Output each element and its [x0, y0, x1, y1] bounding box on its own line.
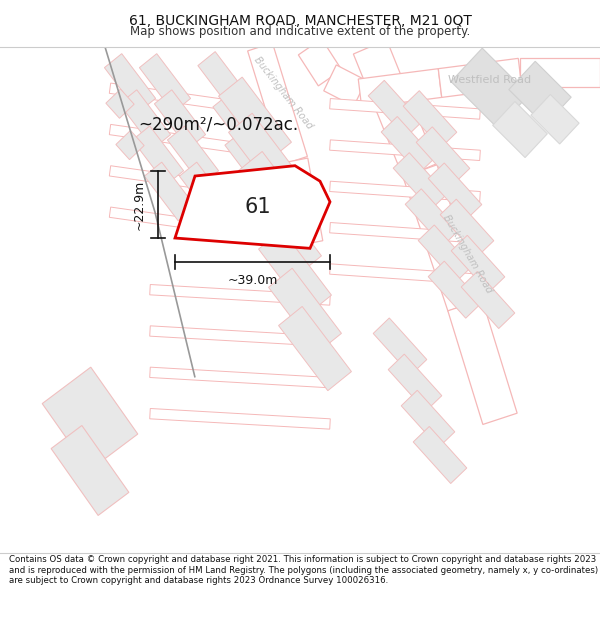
Polygon shape: [150, 284, 330, 305]
Polygon shape: [282, 158, 323, 246]
Polygon shape: [229, 113, 301, 198]
Polygon shape: [42, 367, 138, 471]
Polygon shape: [428, 163, 482, 220]
Text: ~290m²/~0.072ac.: ~290m²/~0.072ac.: [138, 116, 298, 133]
Polygon shape: [150, 409, 330, 429]
Polygon shape: [109, 166, 256, 197]
Text: Map shows position and indicative extent of the property.: Map shows position and indicative extent…: [130, 24, 470, 38]
Polygon shape: [198, 52, 252, 114]
Polygon shape: [405, 189, 459, 246]
Text: Buckingham Road: Buckingham Road: [442, 213, 494, 294]
Polygon shape: [150, 367, 330, 388]
Polygon shape: [269, 268, 341, 352]
Polygon shape: [225, 131, 279, 194]
Polygon shape: [133, 126, 184, 185]
Polygon shape: [106, 89, 134, 118]
Polygon shape: [509, 61, 571, 126]
Polygon shape: [451, 48, 529, 128]
Polygon shape: [329, 264, 481, 284]
Polygon shape: [324, 65, 366, 106]
Polygon shape: [373, 318, 427, 375]
Polygon shape: [403, 165, 482, 311]
Polygon shape: [329, 222, 481, 243]
Polygon shape: [104, 54, 155, 112]
Polygon shape: [461, 271, 515, 329]
Polygon shape: [248, 42, 307, 164]
Polygon shape: [259, 230, 331, 314]
Polygon shape: [329, 99, 481, 119]
Polygon shape: [150, 326, 330, 346]
Polygon shape: [167, 126, 218, 185]
Polygon shape: [109, 207, 256, 238]
Polygon shape: [116, 131, 144, 159]
Polygon shape: [416, 127, 470, 184]
Polygon shape: [239, 151, 311, 236]
Polygon shape: [51, 426, 129, 516]
Polygon shape: [531, 94, 579, 144]
Text: Contains OS data © Crown copyright and database right 2021. This information is : Contains OS data © Crown copyright and d…: [9, 555, 598, 585]
Text: Westfield Road: Westfield Road: [448, 75, 532, 85]
Polygon shape: [358, 69, 442, 108]
Text: 61, BUCKINGHAM ROAD, MANCHESTER, M21 0QT: 61, BUCKINGHAM ROAD, MANCHESTER, M21 0QT: [128, 14, 472, 28]
Polygon shape: [175, 166, 330, 248]
Polygon shape: [179, 162, 230, 221]
Polygon shape: [451, 235, 505, 292]
Polygon shape: [418, 225, 472, 282]
Text: 61: 61: [245, 197, 271, 217]
Polygon shape: [278, 306, 352, 391]
Text: ~22.9m: ~22.9m: [133, 179, 146, 229]
Polygon shape: [329, 181, 481, 202]
Polygon shape: [154, 90, 206, 149]
Polygon shape: [428, 261, 482, 318]
Polygon shape: [353, 40, 437, 178]
Text: Buckingham Road: Buckingham Road: [252, 56, 314, 131]
Polygon shape: [119, 90, 170, 149]
Polygon shape: [298, 39, 341, 86]
Text: ~39.0m: ~39.0m: [227, 274, 278, 287]
Polygon shape: [493, 101, 547, 158]
Polygon shape: [218, 77, 292, 161]
Polygon shape: [448, 299, 517, 424]
Polygon shape: [329, 140, 481, 161]
Polygon shape: [368, 81, 422, 138]
Polygon shape: [109, 83, 256, 114]
Polygon shape: [440, 199, 494, 256]
Polygon shape: [381, 116, 435, 174]
Polygon shape: [438, 58, 522, 98]
Polygon shape: [139, 54, 191, 112]
Polygon shape: [248, 191, 322, 275]
Polygon shape: [413, 426, 467, 484]
Polygon shape: [401, 390, 455, 448]
Polygon shape: [520, 58, 600, 87]
Polygon shape: [109, 124, 256, 155]
Polygon shape: [393, 152, 447, 210]
Polygon shape: [213, 93, 267, 156]
Polygon shape: [403, 91, 457, 148]
Polygon shape: [388, 354, 442, 411]
Polygon shape: [145, 162, 196, 221]
